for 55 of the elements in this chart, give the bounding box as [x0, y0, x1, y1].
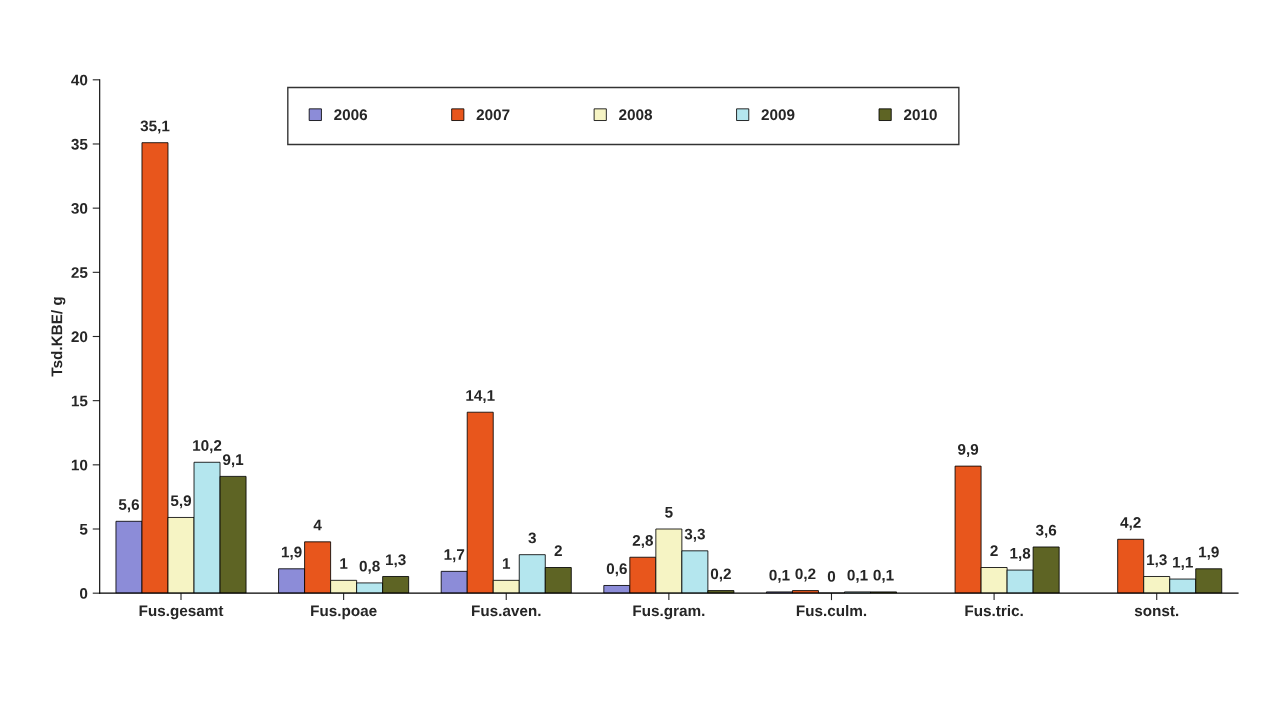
x-tick-label: sonst. — [1134, 606, 1179, 617]
data-label: 0,1 — [847, 569, 868, 583]
x-tick-label: Fus.gram. — [633, 605, 705, 620]
data-label: 1,1 — [1173, 557, 1193, 570]
data-label: 1,7 — [444, 549, 465, 563]
data-label: 0,2 — [710, 568, 731, 582]
x-tick-label: Fus.poae — [311, 605, 377, 620]
data-label: 0,1 — [769, 569, 790, 583]
data-label: 1 — [502, 558, 511, 569]
y-tick-label: 0 — [80, 588, 88, 599]
data-label: 0,6 — [606, 563, 627, 577]
data-label: 1,9 — [1199, 546, 1219, 560]
y-tick-label: 10 — [71, 459, 88, 471]
data-label: 5,6 — [118, 499, 140, 513]
data-label: 35,1 — [140, 120, 170, 134]
data-label: 3 — [528, 532, 536, 544]
legend-label: 2007 — [476, 109, 510, 121]
legend-label: 2008 — [619, 109, 653, 121]
y-tick-label: 5 — [79, 524, 88, 535]
data-label: 1,9 — [281, 546, 302, 560]
data-label: 5 — [665, 506, 673, 518]
data-label: 4,2 — [1120, 517, 1141, 531]
y-tick-label: 15 — [71, 395, 88, 407]
data-label: 9,1 — [222, 454, 244, 468]
data-label: 3,6 — [1035, 524, 1057, 538]
data-label: 1,3 — [1147, 554, 1167, 568]
y-tick-label: 25 — [71, 267, 88, 279]
data-label: 2,8 — [632, 535, 653, 549]
data-label: 2 — [554, 545, 562, 556]
data-label: 2 — [990, 545, 998, 556]
y-tick-label: 20 — [71, 331, 88, 343]
x-tick-label: Fus.tric. — [965, 604, 1023, 617]
data-label: 3,3 — [684, 528, 705, 542]
y-tick-label: 35 — [71, 138, 88, 150]
y-tick-label: 30 — [71, 203, 88, 214]
data-label: 1,8 — [1010, 547, 1031, 561]
data-label: 14,1 — [466, 390, 495, 404]
data-label: 4 — [313, 519, 322, 531]
data-label: 5,9 — [170, 495, 192, 509]
x-tick-label: Fus.gesamt — [139, 605, 224, 620]
data-label: 1 — [340, 558, 348, 569]
data-label: 1,3 — [386, 554, 406, 568]
legend-label: 2010 — [904, 109, 937, 121]
data-label: 0,2 — [795, 568, 816, 582]
data-label: 0 — [827, 571, 836, 582]
data-label: 0,8 — [359, 560, 380, 574]
data-label: 9,9 — [957, 443, 979, 457]
data-label: 0,1 — [873, 569, 894, 583]
y-tick-label: 40 — [71, 74, 88, 86]
x-tick-label: Fus.culm. — [796, 604, 867, 617]
y-axis-title: Tsd.KBE/ g — [51, 297, 66, 377]
legend-label: 2006 — [334, 109, 368, 121]
legend-label: 2009 — [761, 109, 795, 121]
x-tick-label: Fus.aven. — [472, 605, 541, 617]
data-label: 10,2 — [193, 440, 222, 454]
